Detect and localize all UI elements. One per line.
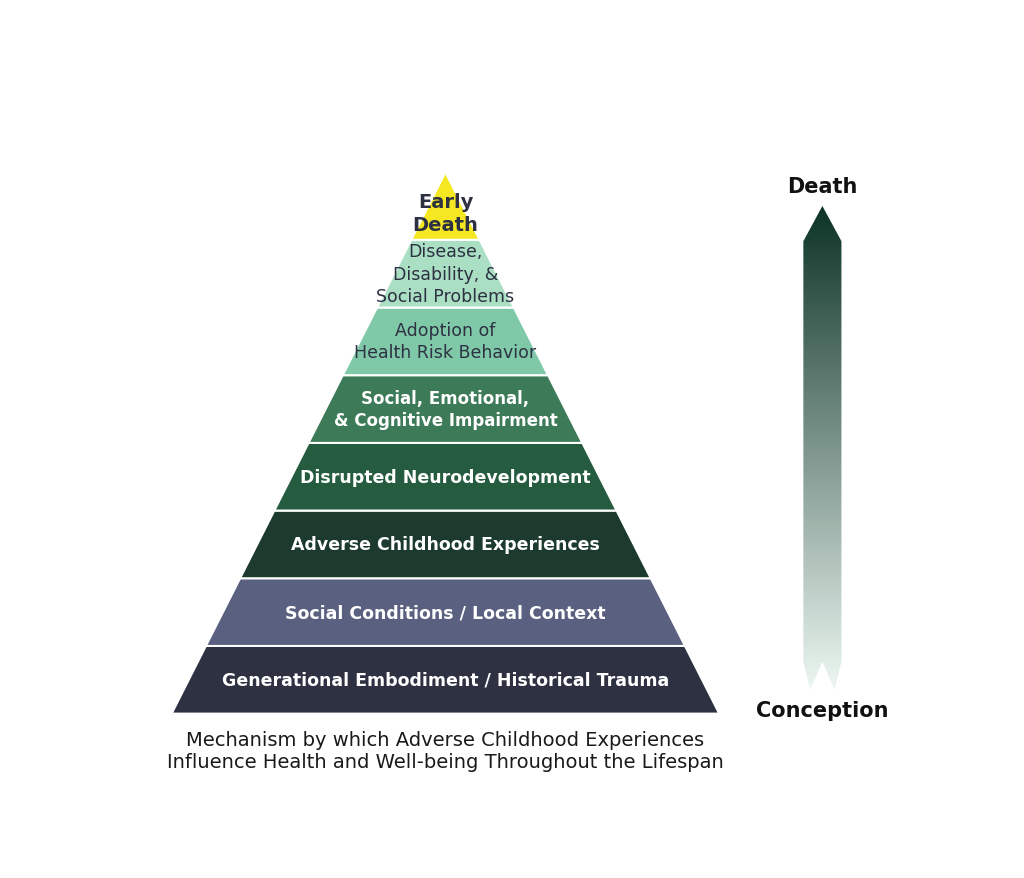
Text: Conception: Conception: [756, 701, 889, 720]
Text: Adoption of
Health Risk Behavior: Adoption of Health Risk Behavior: [354, 322, 537, 362]
Polygon shape: [206, 579, 685, 646]
Polygon shape: [308, 376, 583, 443]
Polygon shape: [172, 646, 719, 714]
Polygon shape: [343, 308, 548, 376]
Text: Social, Emotional,
& Cognitive Impairment: Social, Emotional, & Cognitive Impairmen…: [334, 390, 557, 429]
Polygon shape: [240, 511, 651, 579]
Text: Early
Death: Early Death: [413, 192, 478, 234]
Polygon shape: [377, 241, 514, 308]
Polygon shape: [274, 443, 616, 511]
Polygon shape: [412, 173, 479, 241]
Text: Adverse Childhood Experiences: Adverse Childhood Experiences: [291, 536, 600, 554]
Text: Mechanism by which Adverse Childhood Experiences
Influence Health and Well-being: Mechanism by which Adverse Childhood Exp…: [167, 730, 724, 772]
Text: Disease,
Disability, &
Social Problems: Disease, Disability, & Social Problems: [377, 243, 514, 306]
Text: Social Conditions / Local Context: Social Conditions / Local Context: [285, 603, 606, 622]
Text: Disrupted Neurodevelopment: Disrupted Neurodevelopment: [300, 468, 591, 486]
Text: Death: Death: [787, 176, 857, 197]
Text: Generational Embodiment / Historical Trauma: Generational Embodiment / Historical Tra…: [222, 671, 669, 689]
